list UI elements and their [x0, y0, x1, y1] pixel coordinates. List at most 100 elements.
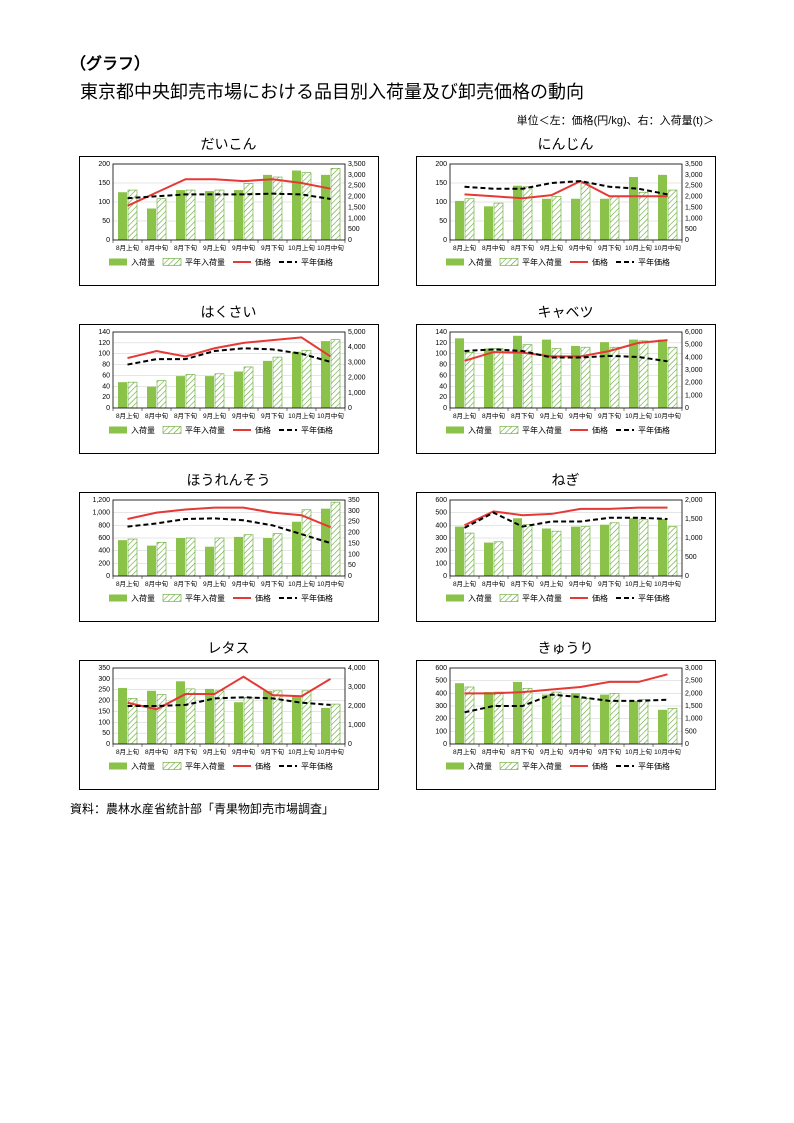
bar-vol-avg [639, 520, 648, 576]
bar-vol-avg [465, 199, 474, 240]
bar-vol-avg [302, 510, 311, 576]
bar-vol-this [600, 199, 609, 240]
svg-text:9月上旬: 9月上旬 [539, 579, 563, 588]
svg-text:200: 200 [348, 530, 360, 537]
svg-text:100: 100 [98, 719, 110, 726]
chart-hakusai: 02040608010012014001,0002,0003,0004,0005… [79, 324, 379, 454]
chart-negi: 010020030040050060005001,0001,5002,000 8… [416, 492, 716, 622]
chart-title: ほうれんそう [187, 470, 271, 490]
svg-text:8月中旬: 8月中旬 [481, 579, 505, 588]
bar-vol-avg [331, 340, 340, 408]
bar-vol-avg [244, 367, 253, 408]
bar-vol-this [118, 382, 127, 408]
svg-text:価格: 価格 [255, 593, 271, 603]
svg-text:2,000: 2,000 [348, 703, 366, 710]
svg-text:1,000: 1,000 [685, 535, 703, 542]
svg-text:1,000: 1,000 [92, 510, 110, 517]
svg-text:400: 400 [98, 548, 110, 555]
svg-text:9月中旬: 9月中旬 [231, 243, 255, 252]
source-label: 資料：農林水産省統計部「青果物卸売市場調査」 [70, 800, 724, 817]
legend: 入荷量平年入荷量価格平年価格 [109, 425, 333, 435]
legend: 入荷量平年入荷量価格平年価格 [109, 257, 333, 267]
svg-text:10月上旬: 10月上旬 [288, 243, 315, 252]
bar-vol-avg [128, 382, 137, 408]
svg-text:0: 0 [106, 237, 110, 244]
svg-text:2,000: 2,000 [348, 194, 366, 201]
chart-title: にんじん [538, 134, 594, 154]
svg-text:平年価格: 平年価格 [638, 761, 670, 771]
bar-vol-this [542, 695, 551, 744]
svg-text:200: 200 [98, 161, 110, 168]
svg-text:平年価格: 平年価格 [301, 257, 333, 267]
svg-text:2,000: 2,000 [685, 380, 703, 387]
bar-vol-avg [331, 502, 340, 576]
bar-vol-this [205, 689, 214, 744]
svg-text:平年入荷量: 平年入荷量 [185, 257, 225, 267]
svg-text:0: 0 [443, 741, 447, 748]
svg-text:200: 200 [435, 716, 447, 723]
bar-vol-avg [581, 698, 590, 744]
svg-text:入荷量: 入荷量 [131, 761, 155, 771]
svg-text:120: 120 [435, 340, 447, 347]
bar-vol-avg [552, 531, 561, 576]
bar-vol-avg [581, 527, 590, 576]
svg-text:10月中旬: 10月中旬 [654, 243, 681, 252]
bar-vol-this [455, 683, 464, 744]
svg-text:150: 150 [348, 540, 360, 547]
svg-text:8月上旬: 8月上旬 [452, 579, 476, 588]
chart-ninjin: 05010015020005001,0001,5002,0002,5003,00… [416, 156, 716, 286]
svg-text:0: 0 [443, 237, 447, 244]
svg-text:200: 200 [435, 161, 447, 168]
svg-text:300: 300 [435, 703, 447, 710]
svg-text:0: 0 [106, 741, 110, 748]
bar-vol-this [263, 175, 272, 240]
svg-text:8月中旬: 8月中旬 [481, 243, 505, 252]
bar-vol-avg [186, 689, 195, 744]
bar-vol-this [484, 543, 493, 576]
svg-text:200: 200 [435, 548, 447, 555]
chart-cell-negi: ねぎ010020030040050060005001,0001,5002,000… [407, 470, 724, 622]
svg-text:500: 500 [685, 554, 697, 561]
svg-text:1,500: 1,500 [685, 516, 703, 523]
svg-text:平年価格: 平年価格 [301, 425, 333, 435]
svg-text:1,200: 1,200 [92, 497, 110, 504]
svg-text:9月中旬: 9月中旬 [231, 579, 255, 588]
svg-text:1,500: 1,500 [685, 204, 703, 211]
bar-vol-this [176, 376, 185, 408]
bar-vol-this [118, 688, 127, 744]
svg-text:8月中旬: 8月中旬 [481, 747, 505, 756]
svg-text:平年価格: 平年価格 [301, 593, 333, 603]
bar-vol-this [205, 547, 214, 576]
legend: 入荷量平年入荷量価格平年価格 [446, 761, 670, 771]
chart-title: キャベツ [538, 302, 594, 322]
svg-text:8月下旬: 8月下旬 [173, 243, 197, 252]
bar-vol-avg [157, 695, 166, 744]
bar-vol-this [176, 190, 185, 240]
bar-vol-avg [494, 203, 503, 240]
svg-text:平年入荷量: 平年入荷量 [522, 593, 562, 603]
svg-text:10月上旬: 10月上旬 [288, 579, 315, 588]
svg-text:40: 40 [439, 383, 447, 390]
bar-vol-this [600, 525, 609, 576]
bar-vol-this [234, 702, 243, 744]
chart-cell-ninjin: にんじん05010015020005001,0001,5002,0002,500… [407, 134, 724, 286]
svg-text:3,000: 3,000 [685, 665, 703, 672]
svg-text:3,500: 3,500 [348, 161, 366, 168]
bar-vol-avg [302, 691, 311, 744]
bar-vol-avg [639, 700, 648, 744]
svg-text:0: 0 [685, 405, 689, 412]
svg-text:4,000: 4,000 [348, 665, 366, 672]
svg-text:100: 100 [98, 351, 110, 358]
bar-vol-avg [494, 692, 503, 744]
bar-vol-avg [668, 347, 677, 408]
bar-vol-avg [302, 350, 311, 408]
svg-text:4,000: 4,000 [348, 344, 366, 351]
svg-text:10月中旬: 10月中旬 [317, 243, 344, 252]
svg-text:150: 150 [435, 180, 447, 187]
bar-vol-this [234, 190, 243, 240]
bar-vol-this [658, 340, 667, 408]
bar-vol-this [147, 546, 156, 576]
svg-text:価格: 価格 [592, 425, 608, 435]
svg-text:8月下旬: 8月下旬 [173, 411, 197, 420]
svg-text:価格: 価格 [255, 425, 271, 435]
